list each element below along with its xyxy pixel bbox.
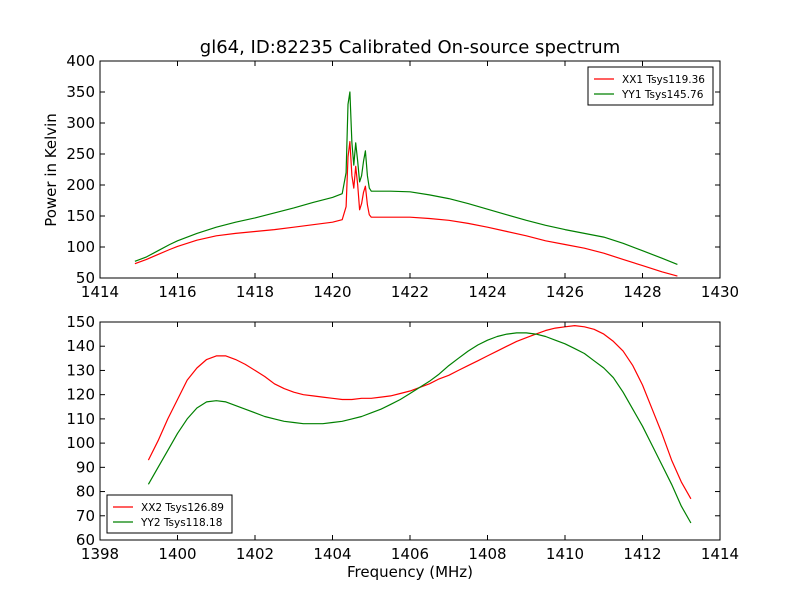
legend-label: YY2 Tsys118.18 <box>140 517 222 529</box>
x-tick-label: 1422 <box>391 283 429 301</box>
legend-label: YY1 Tsys145.76 <box>621 89 704 101</box>
x-tick-label: 1400 <box>158 545 196 563</box>
series-line-2-2 <box>147 332 692 524</box>
legend-box <box>106 494 233 534</box>
x-tick-label: 1418 <box>236 283 274 301</box>
x-tick-label: 1408 <box>468 545 506 563</box>
y-tick-label: 250 <box>66 145 95 163</box>
y-tick-label: 300 <box>66 114 95 132</box>
x-tick-label: 1416 <box>158 283 196 301</box>
x-tick-label: 1398 <box>81 545 119 563</box>
legend-label: XX1 Tsys119.36 <box>622 74 705 86</box>
x-tick-label: 1414 <box>701 545 739 563</box>
y-tick-label: 400 <box>66 52 95 70</box>
y-tick-label: 120 <box>66 386 95 404</box>
y-tick-label: 150 <box>66 207 95 225</box>
y-tick-label: 130 <box>66 361 95 379</box>
legend-label: XX2 Tsys126.89 <box>141 502 224 514</box>
y-tick-label: 140 <box>66 337 95 355</box>
x-tick-label: 1430 <box>701 283 739 301</box>
legend: XX1 Tsys119.36 YY1 Tsys145.76 <box>587 66 714 106</box>
series-line-1-2 <box>134 91 678 265</box>
y-tick-label: 90 <box>76 458 95 476</box>
top-ylabel: Power in Kelvin <box>42 113 60 227</box>
x-tick-label: 1404 <box>313 545 351 563</box>
y-tick-label: 50 <box>76 269 95 287</box>
x-tick-label: 1428 <box>623 283 661 301</box>
y-tick-label: 100 <box>66 238 95 256</box>
bottom-xlabel: Frequency (MHz) <box>347 563 473 581</box>
top-panel: 1414 1416 1418 1420 1422 1424 1426 1428 1430 50 10… <box>66 52 739 301</box>
x-tick-label: 1402 <box>236 545 274 563</box>
x-tick-label: 1424 <box>468 283 506 301</box>
x-tick-label: 1406 <box>391 545 429 563</box>
y-tick-label: 60 <box>76 531 95 549</box>
y-tick-label: 80 <box>76 483 95 501</box>
y-tick-label: 200 <box>66 176 95 194</box>
bottom-panel: 1398 1400 1402 1404 1406 1408 1410 1412 1414 60 70… <box>66 313 739 563</box>
x-tick-label: 1420 <box>313 283 351 301</box>
series-line-1-1 <box>134 141 678 277</box>
y-tick-label: 100 <box>66 434 95 452</box>
y-tick-label: 70 <box>76 507 95 525</box>
x-tick-label: 1410 <box>546 545 584 563</box>
y-tick-label: 110 <box>66 410 95 428</box>
y-tick-label: 350 <box>66 83 95 101</box>
figure-title: gl64, ID:82235 Calibrated On-source spec… <box>200 37 620 58</box>
x-tick-label: 1412 <box>623 545 661 563</box>
legend-box <box>587 66 714 106</box>
legend: XX2 Tsys126.89 YY2 Tsys118.18 <box>106 494 233 534</box>
x-tick-label: 1426 <box>546 283 584 301</box>
x-tick-label: 1414 <box>81 283 119 301</box>
y-tick-label: 150 <box>66 313 95 331</box>
